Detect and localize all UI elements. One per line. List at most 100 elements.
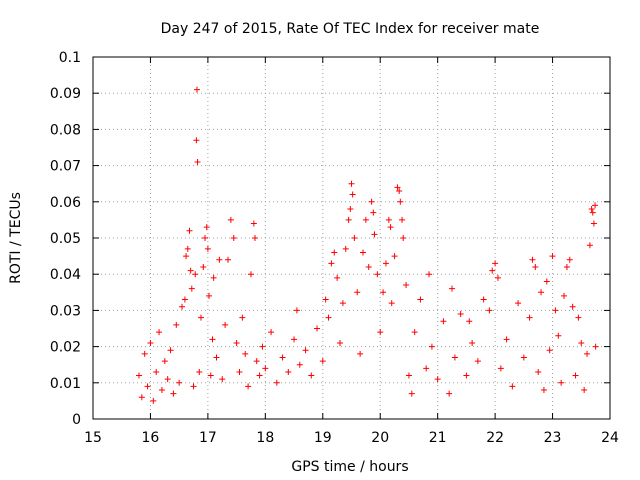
data-point — [337, 339, 344, 346]
x-tick-label: 21 — [429, 430, 447, 446]
y-tick-label: 0.06 — [50, 195, 81, 211]
data-point — [584, 350, 591, 357]
data-point — [253, 358, 260, 365]
data-point — [348, 180, 355, 187]
data-point — [563, 263, 570, 270]
data-point — [494, 274, 501, 281]
data-point — [161, 358, 168, 365]
data-point — [469, 339, 476, 346]
data-point — [397, 198, 404, 205]
data-point — [209, 336, 216, 343]
data-point — [179, 303, 186, 310]
data-point — [210, 274, 217, 281]
data-point — [370, 209, 377, 216]
data-point — [147, 339, 154, 346]
data-point — [202, 235, 209, 241]
y-tick-label: 0.02 — [50, 340, 81, 356]
data-point — [440, 318, 447, 325]
data-point — [391, 253, 398, 260]
data-point — [247, 271, 254, 278]
data-point — [216, 256, 223, 263]
data-point — [176, 379, 183, 386]
y-tick-label: 0.1 — [59, 50, 81, 66]
data-point — [586, 242, 593, 249]
data-point — [227, 216, 234, 223]
data-point — [342, 245, 349, 252]
x-tick-label: 18 — [256, 430, 274, 446]
data-point — [566, 256, 573, 263]
data-point — [382, 260, 389, 267]
data-point — [250, 220, 257, 227]
y-tick-label: 0 — [72, 412, 81, 428]
data-point — [219, 376, 226, 383]
data-point — [396, 187, 403, 194]
data-point — [197, 314, 204, 321]
data-point — [268, 329, 275, 336]
data-point — [526, 314, 533, 321]
y-tick-label: 0.07 — [50, 159, 81, 175]
data-point — [204, 245, 211, 252]
data-point — [285, 368, 292, 375]
data-point — [183, 253, 190, 260]
data-point — [156, 329, 163, 336]
data-point — [581, 387, 588, 394]
data-point — [230, 235, 237, 241]
data-point — [555, 332, 562, 339]
data-point — [245, 383, 252, 390]
data-point — [141, 350, 148, 357]
data-point — [575, 314, 582, 321]
data-point — [552, 307, 559, 314]
x-tick-label: 17 — [199, 430, 217, 446]
data-point — [349, 191, 356, 198]
data-point — [351, 235, 358, 241]
data-point — [186, 227, 193, 234]
data-point — [394, 184, 401, 191]
data-point — [170, 390, 177, 397]
data-point — [446, 390, 453, 397]
data-point — [138, 394, 145, 401]
data-point — [451, 354, 458, 361]
data-point — [322, 296, 329, 303]
data-point — [224, 256, 231, 263]
data-point — [347, 206, 354, 213]
data-point — [196, 368, 203, 375]
data-point — [428, 343, 435, 350]
data-point — [325, 314, 332, 321]
data-point — [362, 216, 369, 223]
data-point — [293, 307, 300, 314]
data-point — [187, 267, 194, 274]
data-point — [520, 354, 527, 361]
data-point — [457, 311, 464, 318]
x-tick-label: 20 — [371, 430, 389, 446]
data-point — [387, 224, 394, 231]
data-point — [449, 285, 456, 292]
data-point — [497, 365, 504, 372]
data-point — [296, 361, 303, 368]
data-point — [236, 368, 243, 375]
data-point — [486, 307, 493, 314]
data-point — [206, 292, 213, 299]
y-tick-label: 0.01 — [50, 376, 81, 392]
data-point — [345, 216, 352, 223]
data-point — [368, 198, 375, 205]
data-point — [242, 350, 249, 357]
x-tick-label: 24 — [601, 430, 619, 446]
data-point — [279, 354, 286, 361]
data-point — [164, 376, 171, 383]
data-point — [388, 300, 395, 307]
data-point — [331, 249, 338, 256]
data-point — [400, 235, 407, 241]
data-point — [592, 202, 599, 209]
x-axis-label: GPS time / hours — [291, 459, 408, 475]
x-tick-label: 15 — [84, 430, 102, 446]
data-point — [302, 347, 309, 354]
y-tick-labels: 0 0.01 0.02 0.03 0.04 0.05 0.06 0.07 0.08 0.09 0.1 — [50, 50, 81, 428]
data-point — [371, 231, 378, 238]
data-point — [207, 372, 214, 379]
data-point — [314, 325, 321, 332]
y-tick-label: 0.09 — [50, 86, 81, 102]
y-axis-label: ROTI / TECUs — [8, 192, 24, 284]
data-point — [200, 263, 207, 270]
y-tick-label: 0.04 — [50, 267, 81, 283]
